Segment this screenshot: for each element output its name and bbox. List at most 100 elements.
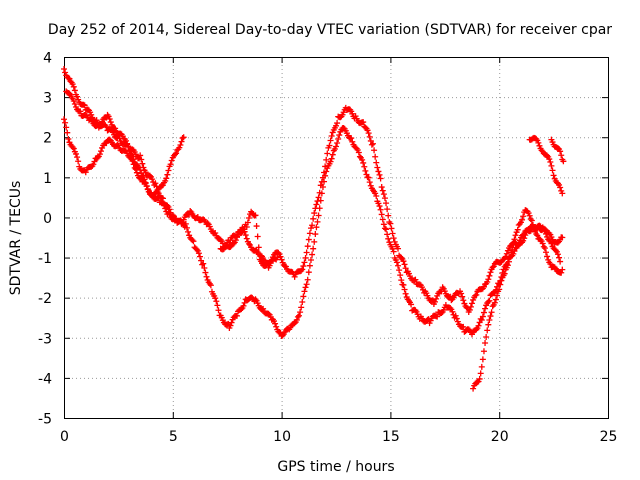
data-point (486, 272, 493, 279)
data-point (548, 240, 555, 247)
y-tick-label: 4 (43, 51, 52, 67)
data-point (141, 176, 148, 183)
data-point (62, 119, 69, 126)
data-point (558, 269, 565, 276)
data-point (438, 310, 445, 317)
data-point (362, 167, 369, 174)
data-point (498, 277, 505, 284)
axis-tick-labels: 0 5 10 15 20 25 -5 -4 -3 -2 -1 0 1 2 3 4 (38, 51, 617, 446)
data-point (96, 151, 103, 158)
data-point (529, 221, 536, 228)
data-point (504, 262, 511, 269)
x-tick-label: 25 (600, 429, 618, 445)
data-point (114, 141, 121, 148)
data-point (243, 235, 250, 242)
data-point (299, 298, 306, 305)
data-point (300, 263, 307, 270)
data-point (319, 183, 326, 190)
data-point (212, 295, 219, 302)
data-point (376, 171, 383, 178)
data-point (214, 302, 221, 309)
data-point (375, 168, 382, 175)
data-point (475, 322, 482, 329)
x-tick-label: 5 (169, 429, 178, 445)
data-point (299, 266, 306, 273)
data-point (185, 228, 192, 235)
data-point (487, 313, 494, 320)
data-point (376, 203, 383, 210)
data-point (335, 135, 342, 142)
data-point (391, 238, 398, 245)
data-point (145, 188, 152, 195)
data-point (470, 385, 477, 392)
data-point (525, 210, 532, 217)
data-point (230, 240, 237, 247)
data-point (527, 216, 534, 223)
data-point (178, 138, 185, 145)
data-point (372, 153, 379, 160)
data-point (348, 135, 355, 142)
data-point (383, 200, 390, 207)
data-point (368, 141, 375, 148)
data-point (146, 172, 153, 179)
data-point (489, 264, 496, 271)
data-point (128, 152, 135, 159)
series-track-c (63, 88, 187, 199)
data-point (164, 171, 171, 178)
data-point (215, 307, 222, 314)
data-point (559, 190, 566, 197)
data-point (318, 190, 325, 197)
data-point (395, 262, 402, 269)
data-point (139, 160, 146, 167)
data-point (293, 316, 300, 323)
data-point (466, 306, 473, 313)
data-point (559, 234, 566, 241)
data-point (535, 139, 542, 146)
data-point (200, 260, 207, 267)
data-point (66, 90, 73, 97)
data-point (305, 269, 312, 276)
data-point (333, 143, 339, 150)
data-point (282, 263, 289, 270)
data-point (137, 152, 144, 159)
data-point (400, 281, 407, 288)
data-point (485, 298, 492, 305)
series-track-f (526, 134, 566, 197)
data-point (480, 348, 487, 355)
data-point (74, 154, 81, 161)
y-tick-label: -3 (38, 331, 52, 347)
data-point (61, 116, 67, 123)
data-point (197, 253, 203, 260)
data-point (173, 215, 180, 222)
data-point (547, 260, 554, 267)
data-point (369, 140, 376, 147)
data-point (155, 195, 162, 202)
data-point (163, 175, 170, 182)
data-point (458, 290, 465, 297)
data-point (306, 230, 313, 237)
data-point (82, 169, 89, 176)
data-point (291, 273, 298, 280)
data-point (161, 202, 168, 209)
data-point (312, 231, 319, 238)
data-point (408, 301, 415, 308)
data-point (323, 168, 330, 175)
data-point (302, 284, 309, 291)
data-point (554, 239, 561, 246)
data-point (138, 156, 145, 163)
data-point (137, 166, 144, 173)
data-point (298, 304, 305, 311)
data-point (152, 180, 159, 187)
data-point (70, 145, 77, 152)
data-point (365, 174, 372, 181)
data-point (334, 140, 341, 147)
data-point (485, 321, 492, 328)
data-point (94, 154, 101, 161)
data-point (363, 171, 370, 178)
data-point (381, 225, 388, 232)
data-point (149, 176, 156, 183)
data-point (168, 157, 175, 164)
data-point (300, 293, 307, 300)
axis-ticks (64, 57, 609, 419)
data-point (189, 237, 196, 244)
